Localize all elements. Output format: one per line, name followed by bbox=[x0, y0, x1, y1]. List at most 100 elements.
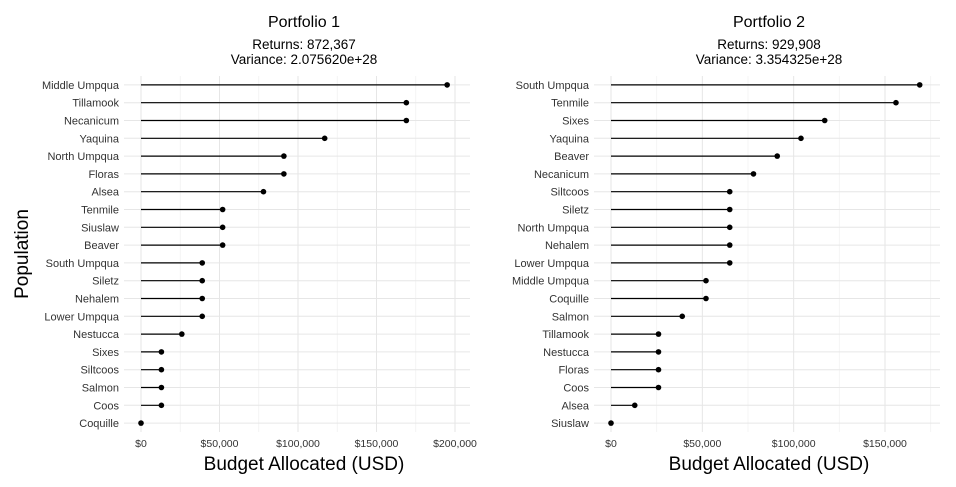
y-axis-title: Population bbox=[12, 209, 33, 299]
lollipop-point bbox=[403, 117, 410, 124]
category-label: Siltcoos bbox=[550, 187, 589, 199]
lollipop-point bbox=[726, 188, 733, 195]
category-label: Siletz bbox=[92, 276, 119, 288]
lollipop-point bbox=[444, 82, 450, 88]
lollipop-point bbox=[158, 402, 165, 409]
category-label: Lower Umpqua bbox=[44, 311, 119, 323]
lollipop-point bbox=[726, 260, 733, 266]
x-tick-label: $50,000 bbox=[683, 438, 721, 450]
lollipop-point bbox=[703, 295, 709, 302]
lollipop-point bbox=[281, 153, 287, 159]
category-label: Beaver bbox=[554, 151, 589, 163]
panel-subtitle-line: Returns: 929,908 bbox=[717, 37, 821, 52]
category-label: Yaquina bbox=[549, 133, 589, 145]
lollipop-point bbox=[199, 277, 206, 284]
category-label: Lower Umpqua bbox=[514, 258, 589, 270]
lollipop-point bbox=[199, 295, 206, 302]
lollipop-point bbox=[631, 402, 638, 409]
lollipop-point bbox=[893, 99, 899, 106]
lollipop-point bbox=[655, 384, 662, 391]
x-tick-label: $0 bbox=[135, 438, 147, 450]
category-label: Alsea bbox=[561, 400, 589, 412]
lollipop-point bbox=[750, 171, 757, 177]
lollipop-point bbox=[321, 135, 328, 142]
lollipop-point bbox=[608, 420, 614, 426]
lollipop-point bbox=[260, 188, 267, 195]
lollipop-point bbox=[916, 82, 923, 88]
category-label: Siuslaw bbox=[551, 418, 589, 430]
x-tick-label: $150,000 bbox=[863, 438, 907, 450]
lollipop-point bbox=[655, 331, 662, 337]
category-label: South Umpqua bbox=[46, 258, 120, 270]
category-label: Coos bbox=[563, 383, 589, 395]
lollipop-point bbox=[199, 313, 206, 320]
panel-subtitle-line: Variance: 3.354325e+28 bbox=[696, 52, 843, 67]
lollipop-point bbox=[179, 331, 185, 337]
category-label: Coquille bbox=[79, 418, 119, 430]
x-tick-label: $0 bbox=[605, 438, 617, 450]
category-label: Nestucca bbox=[73, 329, 120, 341]
category-label: Coos bbox=[93, 400, 119, 412]
lollipop-point bbox=[219, 206, 226, 213]
lollipop-point bbox=[726, 224, 733, 231]
lollipop-point bbox=[726, 242, 733, 248]
x-tick-label: $50,000 bbox=[201, 438, 239, 450]
lollipop-point bbox=[655, 366, 662, 373]
category-label: Necanicum bbox=[64, 116, 119, 128]
category-label: Nehalem bbox=[75, 294, 119, 306]
lollipop-point bbox=[679, 313, 686, 320]
lollipop-point bbox=[798, 135, 804, 142]
category-label: Alsea bbox=[91, 187, 119, 199]
category-label: Sixes bbox=[92, 347, 119, 359]
category-label: North Umpqua bbox=[47, 151, 119, 163]
category-label: Tenmile bbox=[81, 205, 119, 217]
category-label: Tenmile bbox=[551, 98, 589, 110]
lollipop-point bbox=[219, 224, 226, 231]
lollipop-point bbox=[726, 206, 733, 213]
category-label: Salmon bbox=[552, 311, 589, 323]
category-label: Sixes bbox=[562, 116, 589, 128]
category-label: Salmon bbox=[82, 383, 119, 395]
lollipop-point bbox=[158, 349, 165, 355]
category-label: Siletz bbox=[562, 205, 589, 217]
x-axis-title: Budget Allocated (USD) bbox=[204, 454, 405, 475]
panel-title: Portfolio 2 bbox=[733, 14, 805, 31]
lollipop-point bbox=[774, 153, 781, 159]
category-label: Floras bbox=[88, 169, 119, 181]
category-label: South Umpqua bbox=[516, 80, 590, 92]
x-tick-label: $100,000 bbox=[772, 438, 816, 450]
category-label: Siltcoos bbox=[80, 365, 119, 377]
panel-title: Portfolio 1 bbox=[268, 14, 340, 31]
lollipop-point bbox=[281, 171, 287, 177]
lollipop-point bbox=[821, 117, 828, 124]
panel-subtitle-line: Variance: 2.075620e+28 bbox=[231, 52, 378, 67]
panel-subtitle-line: Returns: 872,367 bbox=[252, 37, 356, 52]
x-tick-label: $150,000 bbox=[355, 438, 399, 450]
category-label: Tillamook bbox=[542, 329, 589, 341]
x-axis-title: Budget Allocated (USD) bbox=[669, 454, 870, 475]
x-tick-label: $200,000 bbox=[433, 438, 477, 450]
lollipop-point bbox=[219, 242, 226, 248]
category-label: Siuslaw bbox=[81, 222, 119, 234]
lollipop-point bbox=[158, 384, 165, 391]
lollipop-point bbox=[158, 366, 165, 373]
category-label: Nehalem bbox=[545, 240, 589, 252]
category-label: Middle Umpqua bbox=[42, 80, 120, 92]
lollipop-point bbox=[138, 420, 144, 426]
category-label: Necanicum bbox=[534, 169, 589, 181]
lollipop-point bbox=[655, 349, 662, 355]
category-label: North Umpqua bbox=[517, 222, 589, 234]
category-label: Yaquina bbox=[79, 133, 119, 145]
lollipop-point bbox=[703, 277, 709, 284]
category-label: Nestucca bbox=[543, 347, 590, 359]
category-label: Coquille bbox=[549, 294, 589, 306]
category-label: Tillamook bbox=[72, 98, 119, 110]
lollipop-point bbox=[199, 260, 206, 266]
category-label: Floras bbox=[558, 365, 589, 377]
x-tick-label: $100,000 bbox=[276, 438, 320, 450]
category-label: Middle Umpqua bbox=[512, 276, 590, 288]
category-label: Beaver bbox=[84, 240, 119, 252]
